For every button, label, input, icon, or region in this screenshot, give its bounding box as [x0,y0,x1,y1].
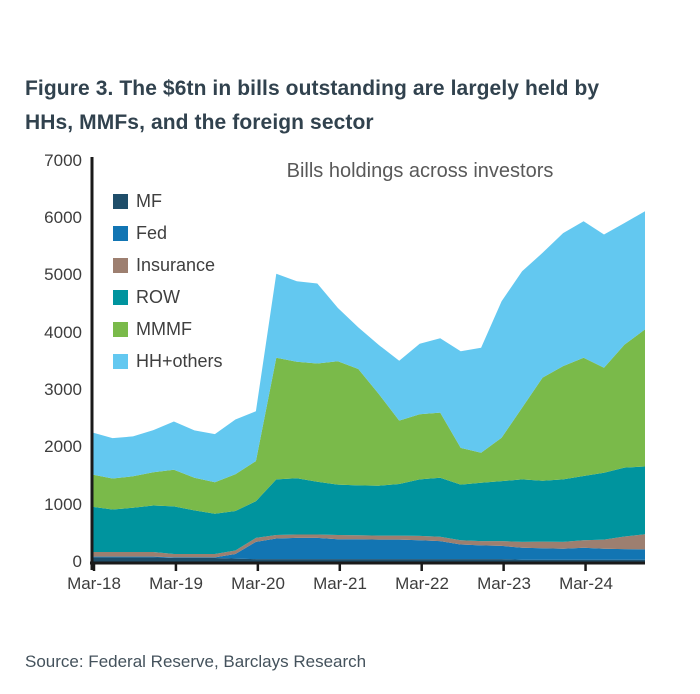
area-insurance [92,534,645,558]
x-tick-label: Mar-21 [313,574,367,593]
legend-item-row: ROW [113,286,223,308]
chart-legend: MF Fed Insurance ROW MMMF HH+others [113,190,223,382]
y-tick-label: 6000 [44,208,82,227]
legend-swatch-icon [113,353,128,369]
legend-label: Insurance [136,254,216,275]
legend-label: Fed [136,222,168,243]
y-tick-label: 5000 [44,265,82,284]
y-tick-label: 1000 [44,495,82,514]
source-note: Source: Federal Reserve, Barclays Resear… [25,652,367,671]
y-tick-label: 0 [72,552,82,571]
y-tick-label: 3000 [44,380,82,399]
area-hh-others [92,211,645,483]
area-row [92,466,645,554]
y-tick-label: 2000 [44,437,82,456]
legend-item-fed: Fed [113,222,223,244]
x-tick-label: Mar-20 [231,574,285,593]
legend-label: HH+others [136,350,223,371]
x-tick-label: Mar-23 [477,574,531,593]
legend-item-mmmf: MMMF [113,318,223,340]
y-tick-label: 4000 [44,323,82,342]
legend-item-hh-others: HH+others [113,350,223,372]
y-tick-label: 7000 [44,151,82,170]
area-mf [92,557,645,562]
area-fed [92,537,645,560]
legend-label: ROW [136,286,180,307]
legend-label: MF [136,190,162,211]
legend-swatch-icon [113,321,128,337]
x-tick-label: Mar-18 [67,574,121,593]
legend-label: MMMF [136,318,192,339]
figure-title: Figure 3. The $6tn in bills outstanding … [25,72,685,140]
area-mmmf [92,329,645,514]
x-tick-label: Mar-22 [395,574,449,593]
x-tick-label: Mar-24 [559,574,613,593]
x-tick-label: Mar-19 [149,574,203,593]
legend-item-mf: MF [113,190,223,212]
legend-swatch-icon [113,257,128,273]
figure-title-line1: Figure 3. The $6tn in bills outstanding … [25,77,600,100]
legend-swatch-icon [113,225,128,241]
figure-title-line2: HHs, MMFs, and the foreign sector [25,111,374,134]
legend-swatch-icon [113,289,128,305]
legend-item-insurance: Insurance [113,254,223,276]
legend-swatch-icon [113,193,128,209]
chart-title: Bills holdings across investors [286,160,554,182]
